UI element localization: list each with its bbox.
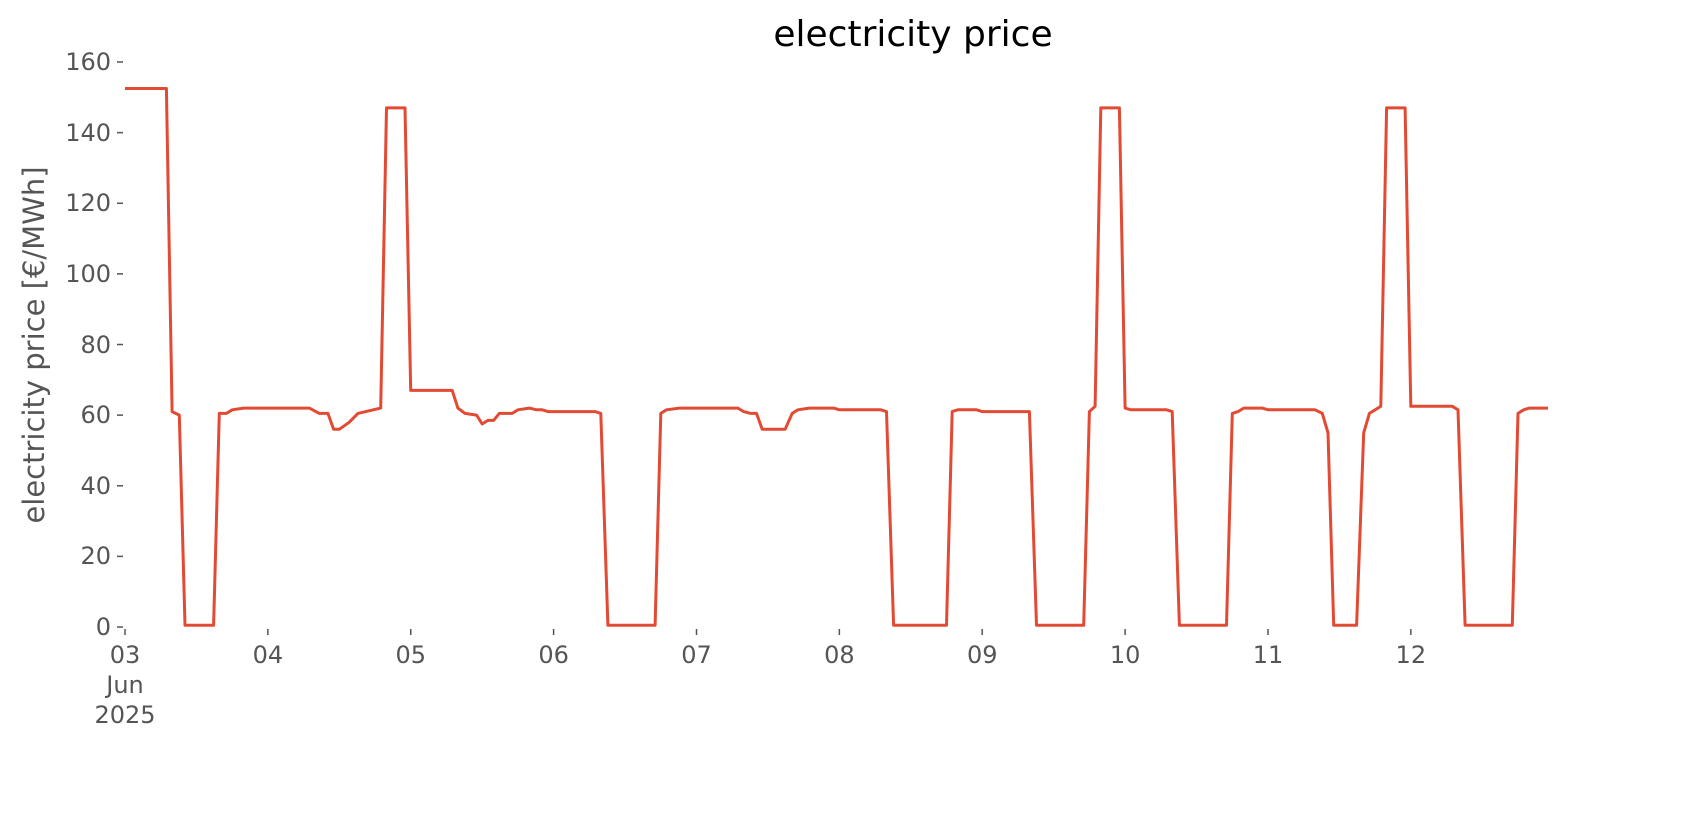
y-tick-label: 160 xyxy=(65,48,111,76)
x-tick-label: 09 xyxy=(966,641,998,669)
chart-title: electricity price xyxy=(773,14,1053,55)
y-tick-label: 140 xyxy=(65,118,111,147)
y-tick-label: 0 xyxy=(95,613,111,641)
price-line xyxy=(125,87,1548,627)
y-tick-label: 80 xyxy=(80,330,111,359)
y-tick-label: 20 xyxy=(80,542,111,571)
x-tick-label: 10 xyxy=(1109,641,1141,669)
y-tick-label: 120 xyxy=(65,189,111,218)
y-tick-label: 100 xyxy=(65,259,111,288)
x-tick-label: 07 xyxy=(681,641,712,669)
y-tick-label: 40 xyxy=(80,471,111,500)
x-tick-label: 12 xyxy=(1395,641,1427,669)
x-tick-label: 08 xyxy=(824,641,855,669)
x-tick-label: 11 xyxy=(1252,641,1284,669)
y-axis-label: electricity price [€/MWh] xyxy=(17,166,51,524)
x-tick-label: 03 Jun 2025 xyxy=(94,641,156,729)
y-tick-label: 60 xyxy=(80,401,111,430)
x-tick-label: 05 xyxy=(395,641,427,669)
x-tick-label: 06 xyxy=(538,641,569,669)
x-tick-label: 04 xyxy=(252,641,284,669)
